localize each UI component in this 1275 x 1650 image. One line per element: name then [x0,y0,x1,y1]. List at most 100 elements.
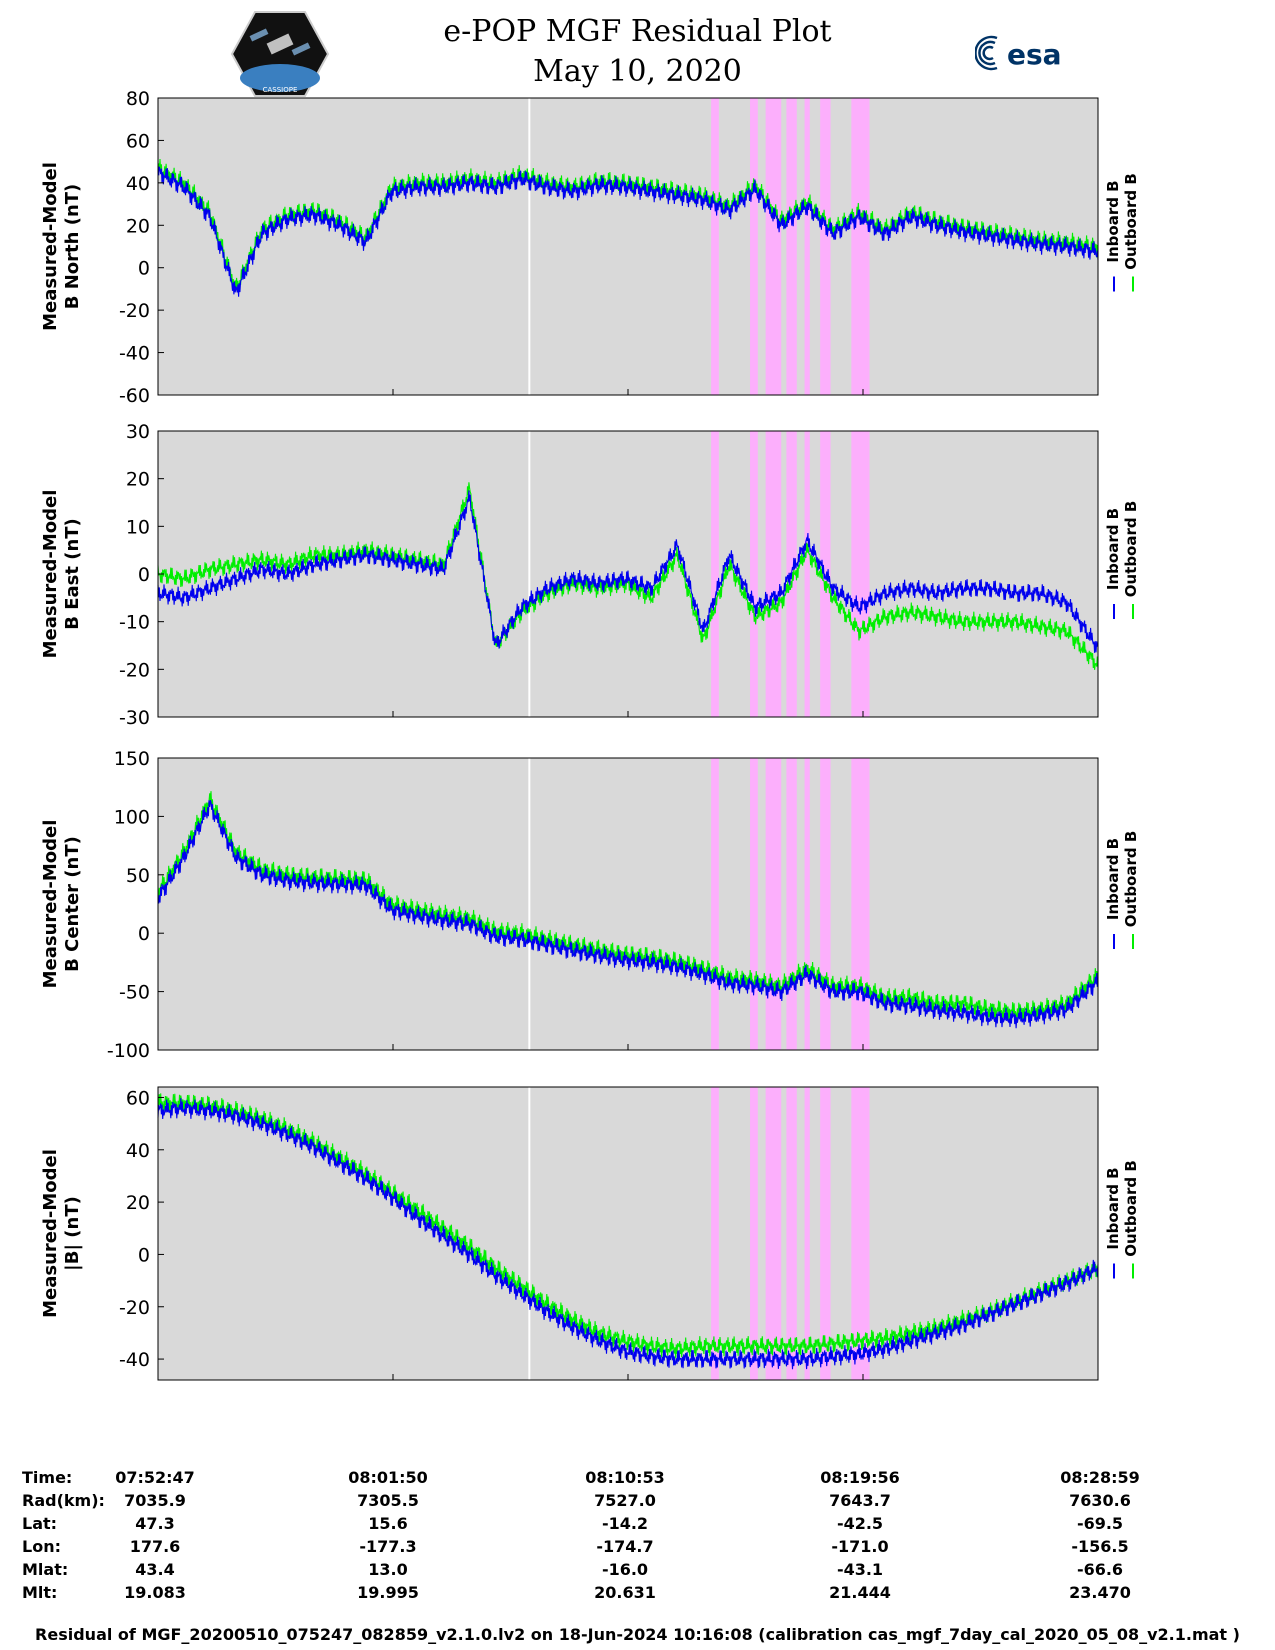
cassiope-logo-text: CASSIOPE [263,86,298,94]
series-line-inboard-b [157,490,1099,653]
info-row-label: Lon: [22,1537,61,1556]
gap-band-5 [804,98,810,395]
info-row-label: Lat: [22,1514,58,1533]
info-cell: 08:19:56 [820,1468,900,1487]
info-cell: 08:10:53 [585,1468,665,1487]
y-tick-label: 60 [126,130,150,152]
info-row-label: Mlat: [22,1560,69,1579]
gap-band-3 [765,431,782,717]
info-cell: 07:52:47 [115,1468,195,1487]
y-tick-label: -100 [107,1040,150,1062]
info-cell: 7035.9 [124,1491,186,1510]
y-tick-label: -40 [119,343,150,365]
y-tick-label: 50 [126,865,150,887]
y-tick-label: 80 [126,88,150,110]
info-row-label: Mlt: [22,1583,58,1602]
series-line-inboard-b [157,165,1099,297]
y-tick-label: -20 [119,1297,150,1319]
info-cell: 177.6 [129,1537,181,1556]
y-tick-label: -40 [119,1349,150,1371]
info-cell: 43.4 [135,1560,175,1579]
y-tick-label: 0 [138,564,150,586]
gap-band-5 [804,431,810,717]
gap-band-4 [786,1087,797,1380]
info-cell: 08:28:59 [1060,1468,1140,1487]
info-cell: -171.0 [831,1537,889,1556]
info-cell: 47.3 [135,1514,175,1533]
gap-band-3 [765,758,782,1050]
info-cell: 7643.7 [829,1491,891,1510]
esa-logo: esa [975,35,1062,71]
series-line-inboard-b [157,1098,1099,1370]
info-cell: 15.6 [368,1514,408,1533]
gap-band-6 [820,431,831,717]
y-axis-label: Measured-ModelB East (nT) [40,490,83,659]
y-axis-label-line1: Measured-Model [40,1149,61,1318]
y-tick-label: 0 [138,923,150,945]
footer-caption: Residual of MGF_20200510_075247_082859_v… [35,1625,1240,1644]
chart-panel-1: 80 60 40 20 0 -20 -40 -60 Measured-ModelB North … [40,88,1140,407]
chart-panel-3: 150 100 50 0 -50 -100 Measured-ModelB Center (… [40,748,1140,1062]
info-cell: 19.083 [124,1583,186,1602]
gap-band-7 [851,431,870,717]
gap-band-7 [851,758,870,1050]
y-tick-label: 150 [114,748,150,770]
legend-inboard-label: Inboard B [1104,508,1122,590]
y-tick-label: -20 [119,300,150,322]
legend-inboard-label: Inboard B [1104,838,1122,920]
page-date: May 10, 2020 [533,54,742,89]
gap-band-2 [750,758,758,1050]
info-cell: 7630.6 [1069,1491,1131,1510]
y-axis-label-line2: |B| (nT) [62,1196,83,1271]
info-cell: -16.0 [601,1560,649,1579]
y-tick-label: 30 [126,421,150,443]
y-axis-label-line2: B North (nT) [62,184,83,310]
gap-band-4 [786,98,797,395]
info-cell: -156.5 [1071,1537,1129,1556]
gap-band-2 [750,1087,758,1380]
info-row-label: Rad(km): [22,1491,105,1510]
legend-labels: Inboard BOutboard B [1104,831,1140,928]
y-tick-label: -30 [119,707,150,729]
y-axis-label: Measured-ModelB North (nT) [40,162,83,331]
y-tick-label: 20 [126,469,150,491]
gap-band-1 [711,98,719,395]
info-row-label: Time: [22,1468,73,1487]
y-tick-label: 100 [114,806,150,828]
info-cell: -42.5 [836,1514,884,1533]
series-line-outboard-b [157,482,1099,670]
y-tick-label: 40 [126,1140,150,1162]
y-tick-label: 60 [126,1087,150,1109]
info-cell: 20.631 [594,1583,656,1602]
series-line-inboard-b [157,800,1099,1029]
gap-band-6 [820,1087,831,1380]
y-tick-label: 20 [126,1192,150,1214]
y-tick-label: 40 [126,173,150,195]
y-tick-label: 0 [138,1244,150,1266]
y-tick-label: -20 [119,659,150,681]
y-tick-label: -10 [119,612,150,634]
y-axis-label-line2: B Center (nT) [62,836,83,972]
gap-band-3 [765,98,782,395]
y-axis-label: Measured-ModelB Center (nT) [40,820,83,989]
esa-logo-text: esa [1007,38,1062,71]
gap-band-7 [851,1087,870,1380]
orbit-info-table: Time: Rad(km): Lat: Lon: Mlat: Mlt: 07:52:47 70… [22,1468,1262,1618]
page-title: e-POP MGF Residual Plot [443,14,832,49]
y-axis-label-line1: Measured-Model [40,820,61,989]
chart-panel-2: 30 20 10 0 -10 -20 -30 Measured-ModelB East (nT… [40,421,1140,729]
cassiope-logo: CASSIOPE [230,11,330,97]
legend-labels: Inboard BOutboard B [1104,1160,1140,1257]
info-cell: 21.444 [829,1583,891,1602]
gap-band-1 [711,431,719,717]
gap-band-6 [820,758,831,1050]
info-cell: -69.5 [1076,1514,1124,1533]
info-cell: -174.7 [596,1537,654,1556]
info-cell: 08:01:50 [348,1468,428,1487]
y-axis-label-line1: Measured-Model [40,162,61,331]
info-cell: -14.2 [601,1514,649,1533]
info-cell: 7305.5 [357,1491,419,1510]
gap-band-5 [804,758,810,1050]
legend-outboard-label: Outboard B [1122,1160,1140,1257]
